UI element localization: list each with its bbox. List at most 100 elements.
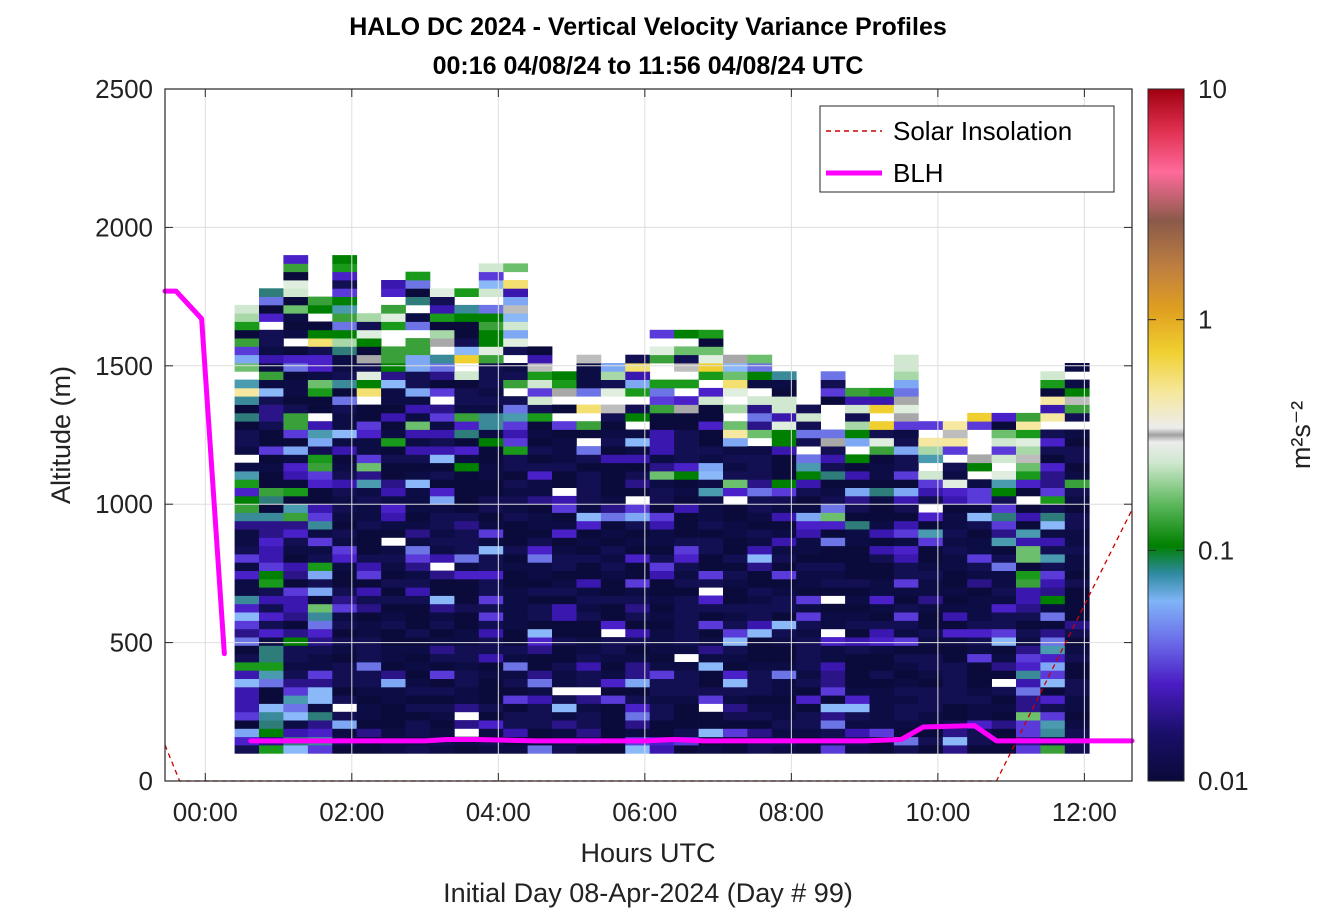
heatmap-cell	[918, 562, 944, 571]
heatmap-cell	[991, 695, 1017, 704]
heatmap-cell	[307, 304, 333, 314]
heatmap-cell	[723, 421, 748, 430]
legend-solar-label: Solar Insolation	[893, 116, 1072, 146]
heatmap-cell	[649, 454, 675, 464]
heatmap-cell	[820, 620, 846, 630]
heatmap-cell	[478, 280, 504, 289]
heatmap-cell	[674, 695, 699, 704]
heatmap-cell	[942, 645, 968, 655]
heatmap-cell	[771, 570, 797, 580]
heatmap-cell	[259, 570, 284, 580]
heatmap-cell	[893, 529, 919, 538]
heatmap-cell	[845, 628, 870, 638]
heatmap-cell	[771, 504, 797, 513]
heatmap-cell	[307, 670, 333, 679]
heatmap-cell	[845, 637, 870, 646]
heatmap-cell	[1040, 554, 1066, 563]
heatmap-cell	[307, 612, 333, 621]
heatmap-cell	[552, 520, 577, 530]
heatmap-cell	[698, 620, 724, 630]
heatmap-cell	[869, 745, 895, 754]
heatmap-cell	[454, 288, 480, 297]
heatmap-cell	[845, 512, 870, 522]
heatmap-cell	[796, 570, 821, 580]
heatmap-cell	[259, 745, 284, 754]
heatmap-cell	[649, 462, 675, 472]
heatmap-cell	[283, 662, 309, 671]
heatmap-cell	[918, 678, 944, 688]
heatmap-cell	[552, 512, 577, 522]
heatmap-cell	[1040, 587, 1066, 596]
heatmap-cell	[845, 670, 870, 679]
heatmap-cell	[893, 603, 919, 613]
heatmap-cell	[625, 595, 651, 605]
heatmap-cell	[576, 446, 602, 455]
heatmap-cell	[552, 471, 577, 480]
heatmap-cell	[283, 554, 309, 563]
heatmap-cell	[845, 554, 870, 563]
heatmap-cell	[698, 462, 724, 472]
heatmap-cell	[1016, 545, 1041, 555]
heatmap-cell	[478, 703, 504, 713]
heatmap-cell	[234, 595, 260, 605]
heatmap-cell	[332, 620, 358, 630]
heatmap-cell	[381, 446, 406, 455]
heatmap-cell	[381, 529, 406, 538]
heatmap-cell	[747, 645, 773, 655]
heatmap-cell	[600, 686, 626, 696]
heatmap-cell	[771, 487, 797, 497]
heatmap-cell	[552, 462, 577, 472]
heatmap-cell	[405, 396, 431, 405]
heatmap-cell	[307, 363, 333, 372]
heatmap-cell	[918, 603, 944, 613]
heatmap-cell	[381, 371, 406, 380]
heatmap-cell	[1064, 437, 1090, 447]
heatmap-cell	[503, 628, 528, 638]
heatmap-cell	[698, 545, 724, 555]
heatmap-cell	[991, 595, 1017, 605]
heatmap-cell	[259, 437, 284, 447]
heatmap-cell	[527, 446, 553, 455]
heatmap-cell	[674, 462, 699, 472]
heatmap-cell	[381, 379, 406, 389]
heatmap-cell	[674, 720, 699, 729]
heatmap-cell	[869, 645, 895, 655]
heatmap-cell	[332, 313, 358, 322]
heatmap-cell	[503, 728, 528, 738]
heatmap-cell	[576, 387, 602, 397]
heatmap-cell	[967, 554, 992, 563]
heatmap-cell	[845, 620, 870, 630]
heatmap-cell	[527, 603, 553, 613]
heatmap-cell	[796, 554, 821, 563]
heatmap-cell	[552, 495, 577, 505]
heatmap-cell	[649, 404, 675, 414]
heatmap-cell	[942, 504, 968, 513]
heatmap-cell	[600, 421, 626, 430]
heatmap-cell	[918, 728, 944, 738]
heatmap-cell	[845, 686, 870, 696]
heatmap-cell	[478, 446, 504, 455]
heatmap-cell	[356, 313, 382, 322]
heatmap-cell	[332, 720, 358, 729]
heatmap-cell	[454, 437, 480, 447]
heatmap-cell	[234, 304, 260, 314]
heatmap-cell	[649, 554, 675, 563]
heatmap-cell	[527, 454, 553, 464]
heatmap-cell	[576, 695, 602, 704]
heatmap-cell	[942, 587, 968, 596]
heatmap-cell	[454, 662, 480, 671]
heatmap-cell	[869, 587, 895, 596]
heatmap-cell	[429, 678, 455, 688]
heatmap-cell	[1064, 487, 1090, 497]
heatmap-cell	[723, 429, 748, 439]
heatmap-cell	[576, 529, 602, 538]
heatmap-cell	[429, 495, 455, 505]
colorbar-gradient	[1147, 88, 1185, 782]
heatmap-cell	[771, 462, 797, 472]
heatmap-cell	[771, 421, 797, 430]
heatmap-cell	[1040, 545, 1066, 555]
heatmap-cell	[674, 670, 699, 679]
heatmap-cell	[820, 396, 846, 405]
heatmap-cell	[747, 662, 773, 671]
heatmap-cell	[747, 628, 773, 638]
